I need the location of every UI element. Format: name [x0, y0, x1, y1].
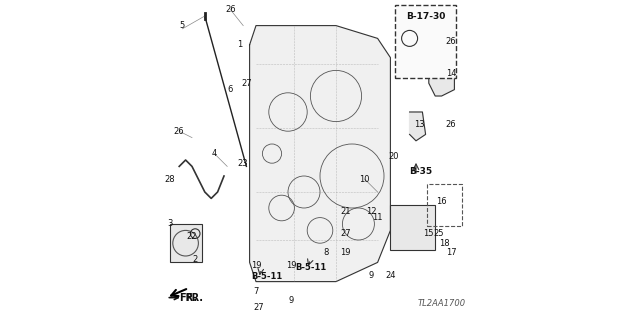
Text: 21: 21: [340, 207, 351, 216]
Text: 2: 2: [193, 255, 198, 264]
FancyBboxPatch shape: [396, 5, 456, 78]
Text: 9: 9: [369, 271, 374, 280]
Text: 22: 22: [187, 232, 197, 241]
Text: 27: 27: [254, 303, 264, 312]
Text: 6: 6: [228, 85, 233, 94]
Text: 17: 17: [446, 248, 456, 257]
Text: 26: 26: [446, 37, 456, 46]
Text: 27: 27: [340, 229, 351, 238]
Text: 11: 11: [372, 213, 383, 222]
Text: 19: 19: [340, 248, 351, 257]
Text: 13: 13: [414, 120, 424, 129]
Text: B-5-11: B-5-11: [252, 272, 283, 281]
Text: 23: 23: [238, 159, 248, 168]
Text: 18: 18: [440, 239, 450, 248]
Bar: [170, 224, 202, 262]
Text: 10: 10: [360, 175, 370, 184]
Text: 26: 26: [446, 120, 456, 129]
Text: B-17-30: B-17-30: [406, 12, 445, 20]
Text: TL2AA1700: TL2AA1700: [417, 300, 466, 308]
Text: 15: 15: [424, 229, 434, 238]
Text: 16: 16: [436, 197, 447, 206]
Text: 26: 26: [174, 127, 184, 136]
Polygon shape: [250, 26, 390, 282]
Polygon shape: [429, 58, 454, 96]
Text: 27: 27: [241, 79, 252, 88]
Text: 3: 3: [167, 220, 172, 228]
Text: 26: 26: [225, 5, 236, 14]
Text: 25: 25: [433, 229, 444, 238]
Text: 9: 9: [289, 296, 294, 305]
Text: 4: 4: [212, 149, 217, 158]
Text: 14: 14: [446, 69, 456, 78]
Text: 7: 7: [253, 287, 259, 296]
Bar: [390, 205, 435, 250]
Text: 24: 24: [385, 271, 396, 280]
Polygon shape: [410, 112, 426, 141]
Text: 5: 5: [180, 21, 185, 30]
Text: 8: 8: [324, 248, 329, 257]
Text: B-5-11: B-5-11: [295, 263, 326, 272]
Text: 1: 1: [237, 40, 243, 49]
Text: 19: 19: [286, 261, 296, 270]
Text: FR.: FR.: [169, 292, 204, 303]
Text: 20: 20: [388, 152, 399, 161]
Text: FR.: FR.: [179, 292, 197, 303]
Text: 19: 19: [251, 261, 261, 270]
Text: B-35: B-35: [409, 167, 433, 176]
Text: 28: 28: [164, 175, 175, 184]
Text: 12: 12: [366, 207, 376, 216]
